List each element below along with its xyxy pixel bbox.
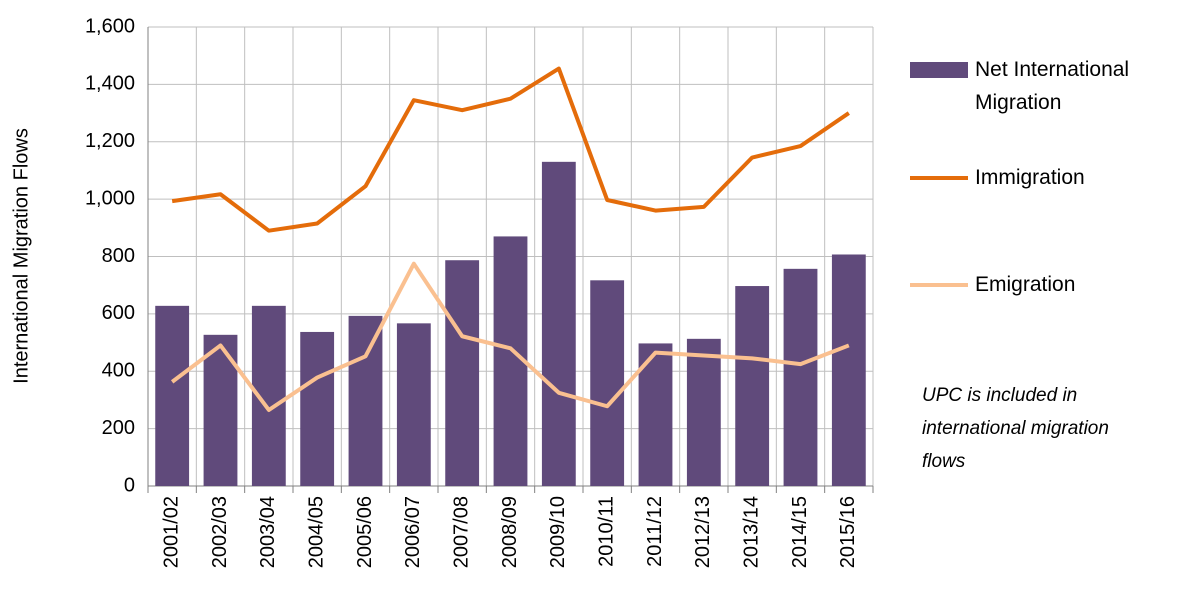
bar (203, 334, 238, 486)
x-tick-label: 2010/11 (595, 496, 617, 567)
legend-label: Immigration (975, 166, 1085, 189)
x-tick-label: 2014/15 (789, 496, 811, 568)
bar (831, 254, 866, 486)
y-tick-label: 600 (102, 302, 135, 324)
x-tick-label: 2013/14 (740, 496, 762, 568)
x-tick-label: 2011/12 (644, 496, 666, 567)
bar (686, 338, 721, 486)
x-tick-label: 2003/04 (257, 496, 279, 568)
bar (396, 323, 431, 486)
x-tick-label: 2015/16 (837, 496, 859, 568)
x-tick-label: 2007/08 (450, 496, 472, 568)
line (170, 261, 850, 412)
bar (783, 268, 818, 486)
x-tick-label: 2005/06 (354, 496, 376, 568)
bar (155, 305, 190, 486)
y-tick-label: 200 (102, 417, 135, 439)
legend-swatch (910, 62, 968, 78)
x-tick-label: 2008/09 (499, 496, 521, 568)
bar (735, 286, 770, 486)
y-tick-label: 800 (102, 245, 135, 267)
bar (590, 280, 625, 486)
bar (541, 161, 576, 487)
x-tick-label: 2006/07 (402, 496, 424, 568)
y-tick-label: 0 (124, 474, 135, 496)
x-tick-label: 2012/13 (692, 496, 714, 568)
x-tick-label: 2001/02 (160, 496, 182, 568)
y-tick-label: 1,400 (85, 73, 135, 95)
x-tick-label: 2002/03 (209, 496, 231, 568)
y-tick-label: 1,000 (85, 187, 135, 209)
x-tick-label: 2009/10 (547, 496, 569, 568)
y-tick-label: 1,200 (85, 130, 135, 152)
legend-label: Emigration (975, 273, 1076, 296)
x-tick-label: 2004/05 (305, 496, 327, 568)
y-tick-label: 400 (102, 360, 135, 382)
y-tick-label: 1,600 (85, 15, 135, 37)
annotation: UPC is included in international migrati… (922, 385, 1109, 472)
bar (445, 260, 480, 486)
line (171, 66, 850, 233)
bar (300, 331, 335, 486)
y-axis-label: International Migration Flows (10, 128, 32, 384)
legend-label: Net International Migration (975, 58, 1130, 114)
bar (348, 315, 383, 486)
